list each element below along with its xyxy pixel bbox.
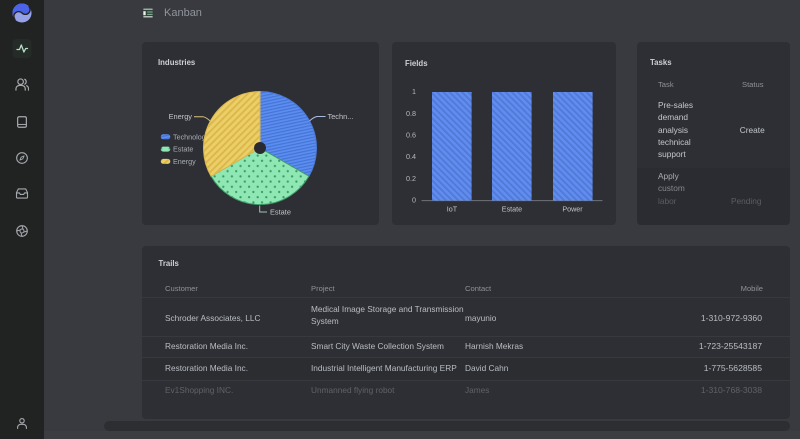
svg-text:Technology: Technology	[173, 132, 210, 141]
svg-text:Estate: Estate	[502, 204, 522, 213]
svg-text:0.4: 0.4	[406, 152, 416, 161]
svg-text:IoT: IoT	[447, 204, 458, 213]
svg-text:Techn...: Techn...	[328, 112, 354, 121]
svg-text:1: 1	[412, 87, 416, 96]
svg-text:Energy: Energy	[173, 157, 196, 166]
svg-text:0: 0	[412, 196, 416, 205]
svg-text:0.8: 0.8	[406, 109, 416, 118]
svg-text:0.6: 0.6	[406, 131, 416, 140]
svg-text:0.2: 0.2	[406, 174, 416, 183]
svg-text:Estate: Estate	[270, 208, 291, 217]
svg-text:Energy: Energy	[169, 112, 193, 121]
svg-text:Power: Power	[562, 204, 583, 213]
svg-text:Estate: Estate	[173, 145, 193, 154]
